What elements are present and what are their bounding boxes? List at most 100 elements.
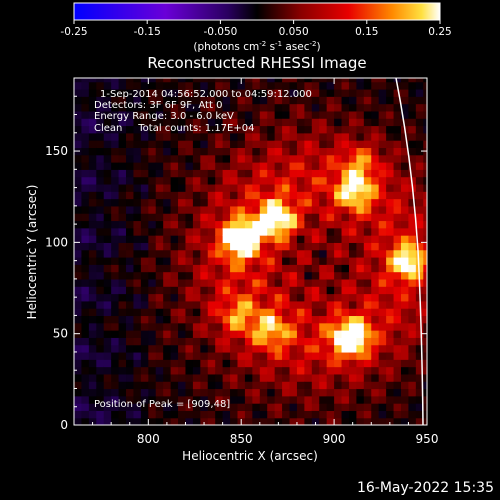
heatmap-cell: [356, 147, 365, 156]
heatmap-cell: [267, 278, 276, 287]
heatmap-cell: [244, 154, 253, 163]
heatmap-cell: [148, 162, 157, 170]
heatmap-cell: [304, 191, 313, 200]
heatmap-cell: [400, 410, 410, 419]
heatmap-cell: [356, 381, 365, 390]
colorbar-tick-label: 0.25: [428, 26, 451, 38]
heatmap-cell: [185, 256, 194, 265]
heatmap-cell: [215, 410, 224, 419]
heatmap-cell: [192, 395, 201, 404]
heatmap-cell: [140, 191, 149, 200]
heatmap-cell: [163, 417, 172, 425]
heatmap-cell: [289, 132, 298, 141]
heatmap-cell: [215, 264, 224, 273]
heatmap-cell: [81, 125, 90, 134]
heatmap-cell: [408, 381, 417, 390]
heatmap-cell: [252, 330, 261, 338]
heatmap-cell: [170, 118, 179, 127]
heatmap-cell: [133, 140, 142, 148]
heatmap-cell: [222, 286, 231, 295]
heatmap-cell: [341, 205, 350, 214]
heatmap-cell: [334, 300, 343, 309]
heatmap-cell: [126, 213, 135, 222]
heatmap-cell: [326, 235, 335, 243]
heatmap-cell: [393, 103, 402, 112]
heatmap-cell: [103, 227, 112, 236]
heatmap-cell: [237, 403, 246, 411]
heatmap-cell: [326, 271, 335, 280]
heatmap-cell: [311, 271, 320, 280]
heatmap-cell: [118, 235, 127, 243]
heatmap-cell: [393, 417, 402, 425]
heatmap-cell: [386, 286, 395, 295]
heatmap-cell: [111, 213, 120, 222]
heatmap-cell: [371, 417, 380, 425]
heatmap-cell: [88, 293, 97, 302]
heatmap-cell: [289, 220, 298, 229]
heatmap-cell: [363, 403, 372, 411]
heatmap-cell: [81, 351, 90, 360]
heatmap-cell: [356, 154, 365, 163]
heatmap-cell: [230, 169, 239, 178]
heatmap-cell: [111, 417, 120, 425]
heatmap-cell: [96, 147, 105, 156]
heatmap-cell: [311, 286, 320, 295]
heatmap-cell: [423, 308, 427, 317]
heatmap-cell: [88, 147, 97, 156]
heatmap-cell: [296, 198, 305, 207]
heatmap-cell: [319, 227, 328, 236]
heatmap-cell: [282, 132, 291, 141]
heatmap-cell: [296, 88, 305, 97]
heatmap-cell: [267, 110, 276, 119]
heatmap-cell: [296, 169, 305, 178]
heatmap-cell: [148, 118, 157, 127]
heatmap-cell: [140, 271, 149, 280]
heatmap-cell: [363, 169, 372, 178]
heatmap-cell: [126, 227, 135, 236]
heatmap-cell: [341, 78, 350, 83]
heatmap-cell: [133, 227, 142, 236]
heatmap-cell: [267, 132, 276, 141]
heatmap-cell: [178, 300, 187, 309]
heatmap-cell: [282, 256, 291, 265]
heatmap-cell: [259, 183, 268, 192]
heatmap-cell: [163, 271, 172, 280]
heatmap-cell: [148, 154, 157, 163]
heatmap-cell: [296, 81, 305, 90]
heatmap-cell: [111, 395, 120, 404]
heatmap-cell: [386, 154, 395, 163]
heatmap-cell: [252, 278, 261, 287]
heatmap-cell: [111, 96, 120, 105]
heatmap-cell: [282, 315, 291, 324]
heatmap-cell: [304, 256, 313, 265]
heatmap-cell: [267, 381, 276, 390]
heatmap-cell: [296, 191, 305, 200]
heatmap-cell: [408, 366, 417, 375]
heatmap-cell: [126, 256, 135, 265]
heatmap-cell: [289, 183, 298, 192]
heatmap-cell: [378, 183, 387, 192]
heatmap-cell: [192, 220, 201, 229]
heatmap-cell: [244, 96, 253, 105]
colorbar-ticks: -0.25 -0.15 -0.050 0.050 0.15 0.25: [60, 20, 452, 38]
heatmap-cell: [356, 140, 365, 148]
heatmap-cell: [215, 308, 224, 317]
heatmap-cell: [326, 264, 335, 273]
heatmap-cell: [140, 344, 149, 353]
heatmap-cell: [163, 344, 172, 353]
heatmap-cell: [252, 96, 261, 105]
heatmap-cell: [356, 308, 365, 317]
heatmap-cell: [111, 227, 120, 236]
heatmap-cell: [289, 78, 298, 83]
heatmap-cell: [155, 373, 164, 382]
heatmap-cell: [363, 227, 372, 236]
heatmap-cell: [282, 235, 291, 243]
heatmap-cell: [363, 256, 372, 265]
heatmap-cell: [81, 322, 90, 331]
heatmap-cell: [244, 88, 253, 97]
heatmap-cell: [88, 110, 97, 119]
heatmap-cell: [133, 264, 142, 273]
heatmap-cell: [363, 118, 372, 127]
heatmap-cell: [178, 388, 187, 397]
colorbar-tick-label: -0.15: [134, 26, 161, 38]
